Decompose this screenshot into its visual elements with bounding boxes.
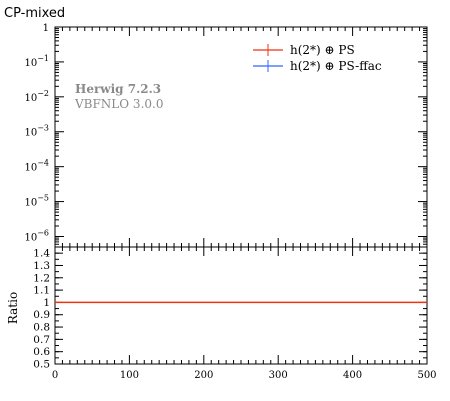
legend: h(2*) ⊕ PS h(2*) ⊕ PS-ffac bbox=[253, 43, 382, 73]
ratio-y-tick-label: 0.5 bbox=[33, 359, 50, 371]
main-y-tick-label: 10−2 bbox=[24, 89, 49, 104]
chart-title: CP-mixed bbox=[4, 6, 65, 21]
legend-label-ps-ffac: h(2*) ⊕ PS-ffac bbox=[290, 59, 382, 73]
x-tick-label: 0 bbox=[52, 370, 58, 381]
ratio-y-tick-label: 1 bbox=[43, 297, 50, 309]
ratio-y-tick-label: 1.4 bbox=[33, 248, 50, 260]
x-tick-label: 200 bbox=[194, 370, 213, 381]
x-tick-label: 100 bbox=[120, 370, 139, 381]
main-y-tick-label: 10−5 bbox=[24, 194, 49, 209]
subprocess-label: VBFNLO 3.0.0 bbox=[74, 97, 163, 111]
main-y-tick-label: 10−6 bbox=[24, 228, 49, 243]
legend-entry-ps: h(2*) ⊕ PS bbox=[253, 43, 355, 57]
x-tick-labels: 0 100 200 300 400 500 bbox=[52, 370, 437, 381]
ratio-y-tick-label: 0.7 bbox=[33, 334, 50, 346]
ratio-y-axis-label: Ratio bbox=[6, 292, 20, 324]
x-tick-label: 500 bbox=[417, 370, 436, 381]
ratio-panel-frame bbox=[54, 246, 428, 365]
ratio-y-tick-label: 0.9 bbox=[33, 309, 50, 321]
legend-label-ps: h(2*) ⊕ PS bbox=[290, 43, 355, 57]
x-tick-label: 400 bbox=[343, 370, 362, 381]
ratio-panel-ticks bbox=[54, 247, 428, 365]
main-y-tick-label: 10−4 bbox=[24, 159, 49, 174]
x-tick-label: 300 bbox=[269, 370, 288, 381]
ratio-y-tick-label: 1.3 bbox=[33, 260, 50, 272]
ratio-y-tick-label: 0.6 bbox=[33, 346, 50, 358]
main-y-tick-label: 10−3 bbox=[24, 124, 49, 139]
ratio-y-tick-labels: 0.50.60.70.80.911.11.21.31.4 bbox=[33, 248, 50, 371]
ratio-y-tick-label: 1.2 bbox=[33, 272, 50, 284]
ratio-y-tick-label: 1.1 bbox=[33, 285, 50, 297]
generator-label: Herwig 7.2.3 bbox=[75, 82, 161, 96]
main-y-tick-labels: 10−6 10−5 10−4 10−3 10−2 10−1 1 bbox=[24, 23, 49, 243]
main-y-tick-label: 1 bbox=[43, 23, 49, 34]
legend-entry-ps-ffac: h(2*) ⊕ PS-ffac bbox=[253, 59, 382, 73]
ratio-y-tick-label: 0.8 bbox=[33, 322, 50, 334]
main-y-tick-label: 10−1 bbox=[24, 54, 49, 69]
main-panel-ticks bbox=[54, 26, 428, 248]
